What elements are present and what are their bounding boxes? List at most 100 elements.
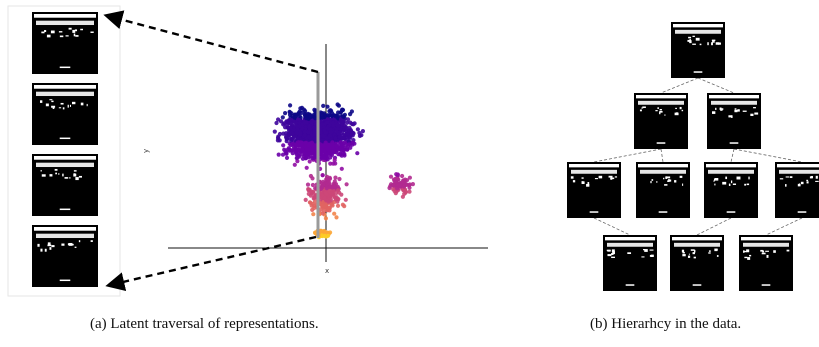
scatter-point xyxy=(325,207,330,212)
scatter-point xyxy=(391,177,397,182)
scatter-point xyxy=(320,122,325,127)
scatter-point xyxy=(307,124,312,129)
scatter-point xyxy=(334,144,339,149)
tree-edge xyxy=(730,148,735,163)
scatter-point xyxy=(272,129,277,134)
scatter-point xyxy=(337,176,342,182)
caption-panel-b: (b) Hierarhcy in the data. xyxy=(590,316,742,332)
scatter-point xyxy=(295,147,300,152)
scatter-point xyxy=(332,184,337,190)
tree-node-thumbnail xyxy=(634,93,688,149)
scatter-point xyxy=(334,148,339,153)
scatter-point xyxy=(321,209,326,214)
scatter-point xyxy=(309,120,314,125)
scatter-point xyxy=(351,122,356,127)
scatter-point xyxy=(312,199,318,204)
scatter-point xyxy=(343,197,348,202)
scatter-point xyxy=(348,145,353,150)
scatter-point xyxy=(342,151,347,157)
scatter-point xyxy=(338,151,343,156)
scatter-point xyxy=(294,112,299,117)
tree-edge xyxy=(697,77,735,94)
scatter-point xyxy=(350,130,356,135)
scatter-point xyxy=(322,230,327,235)
scatter-point xyxy=(300,125,305,131)
scatter-point xyxy=(394,172,399,177)
scatter-point xyxy=(310,149,315,154)
scatter-point xyxy=(324,120,330,125)
tree-edge xyxy=(593,148,662,163)
tree-edges xyxy=(593,77,803,236)
scatter-point xyxy=(303,197,308,202)
scatter-point xyxy=(300,147,305,152)
scatter-point xyxy=(345,117,351,122)
latent-scatter-plot: y x xyxy=(142,44,488,275)
scatter-point xyxy=(295,136,301,141)
tree-node-thumbnail xyxy=(670,235,724,291)
scatter-point xyxy=(339,166,344,171)
scatter-point xyxy=(281,131,286,136)
scatter-point xyxy=(294,156,299,161)
scatter-point xyxy=(331,161,336,166)
tree-node-thumbnail xyxy=(603,235,657,291)
scatter-point xyxy=(299,110,304,115)
scatter-point xyxy=(294,123,299,128)
tree-node-thumbnail xyxy=(707,93,761,149)
scatter-point xyxy=(292,134,298,139)
scatter-point xyxy=(391,183,396,188)
scatter-point xyxy=(326,233,331,238)
scatter-point xyxy=(392,188,397,194)
scatter-point xyxy=(302,154,307,159)
traversal-thumbnail-2 xyxy=(32,83,98,145)
scatter-point xyxy=(324,186,329,191)
tree-node-thumbnail xyxy=(671,22,725,78)
caption-panel-a: (a) Latent traversal of representations. xyxy=(90,316,319,332)
scatter-point xyxy=(401,187,406,193)
scatter-point xyxy=(341,114,346,119)
scatter-point xyxy=(309,189,314,194)
scatter-point xyxy=(320,181,325,186)
scatter-point xyxy=(283,111,288,116)
scatter-point xyxy=(289,130,294,135)
scatter-point xyxy=(335,123,340,128)
scatter-point xyxy=(281,143,286,148)
tree-node-thumbnail xyxy=(739,235,793,291)
scatter-point xyxy=(307,159,312,164)
scatter-point xyxy=(324,136,329,141)
scatter-point xyxy=(337,134,342,139)
traversal-thumbnail-column xyxy=(7,5,121,297)
scatter-point xyxy=(301,107,306,112)
scatter-point xyxy=(333,175,338,180)
scatter-point xyxy=(302,120,308,125)
scatter-point xyxy=(302,133,307,138)
scatter-point xyxy=(357,133,362,138)
scatter-point xyxy=(400,173,405,179)
scatter-point xyxy=(306,130,311,135)
scatter-point xyxy=(333,114,338,119)
scatter-point xyxy=(334,215,339,220)
scatter-point xyxy=(321,103,326,108)
scatter-point xyxy=(333,136,338,141)
tree-node-thumbnail xyxy=(704,162,758,218)
tree-edge xyxy=(660,148,664,163)
scatter-point xyxy=(284,155,290,160)
scatter-point xyxy=(313,116,318,121)
scatter-point xyxy=(395,176,400,182)
scatter-point xyxy=(290,142,295,147)
scatter-point xyxy=(334,129,339,134)
scatter-point xyxy=(276,117,281,122)
traversal-thumbnail-1 xyxy=(32,12,98,74)
scatter-point xyxy=(355,151,360,156)
scatter-point xyxy=(335,203,341,208)
traversal-thumbnail-4 xyxy=(32,225,98,287)
scatter-point xyxy=(327,133,333,138)
scatter-point xyxy=(328,161,333,166)
scatter-point xyxy=(322,127,327,133)
scatter-point xyxy=(325,104,330,109)
scatter-point xyxy=(328,130,334,135)
traversal-thumbnail-3 xyxy=(32,154,98,216)
scatter-point xyxy=(302,129,308,134)
scatter-point xyxy=(289,111,294,116)
scatter-point xyxy=(335,102,340,107)
scatter-point xyxy=(321,143,326,148)
